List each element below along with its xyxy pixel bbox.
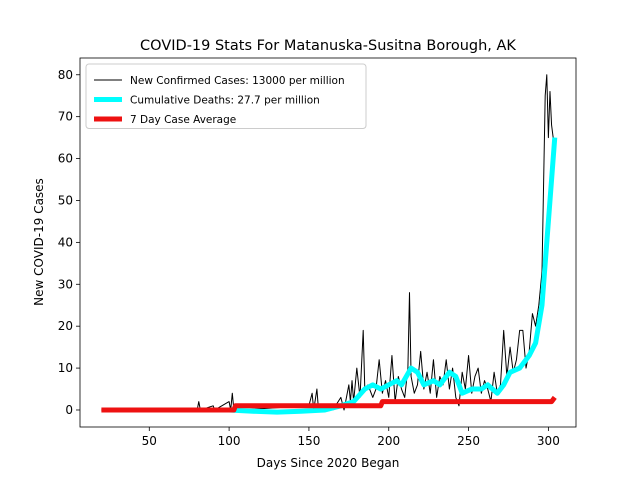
y-axis-label: New COVID-19 Cases [32, 178, 46, 306]
y-tick-label: 60 [58, 152, 73, 166]
legend-label: New Confirmed Cases: 13000 per million [130, 75, 345, 87]
legend-label: 7 Day Case Average [130, 114, 236, 126]
legend: New Confirmed Cases: 13000 per million Cu… [85, 63, 367, 129]
x-tick-label: 250 [457, 434, 480, 448]
data-line [101, 395, 557, 413]
y-tick-label: 50 [58, 193, 73, 207]
legend-label: Cumulative Deaths: 27.7 per million [130, 95, 320, 107]
chart-title: COVID-19 Stats For Matanuska-Susitna Bor… [140, 38, 516, 54]
x-tick-label: 200 [377, 434, 400, 448]
x-tick-label: 150 [297, 434, 320, 448]
y-tick-label: 20 [58, 319, 73, 333]
y-tick-label: 0 [65, 403, 73, 417]
plot-frame [79, 57, 577, 428]
y-tick-label: 70 [58, 110, 73, 124]
x-tick-label: 100 [218, 434, 241, 448]
y-tick-label: 40 [58, 235, 73, 249]
x-tick-label: 50 [142, 434, 157, 448]
y-tick-label: 10 [58, 361, 73, 375]
x-tick-label: 300 [537, 434, 560, 448]
y-tick-label: 80 [58, 68, 73, 82]
data-line [101, 74, 556, 411]
y-tick-label: 30 [58, 277, 73, 291]
legend-box [85, 63, 367, 129]
x-axis-label: Days Since 2020 Began [257, 456, 400, 470]
